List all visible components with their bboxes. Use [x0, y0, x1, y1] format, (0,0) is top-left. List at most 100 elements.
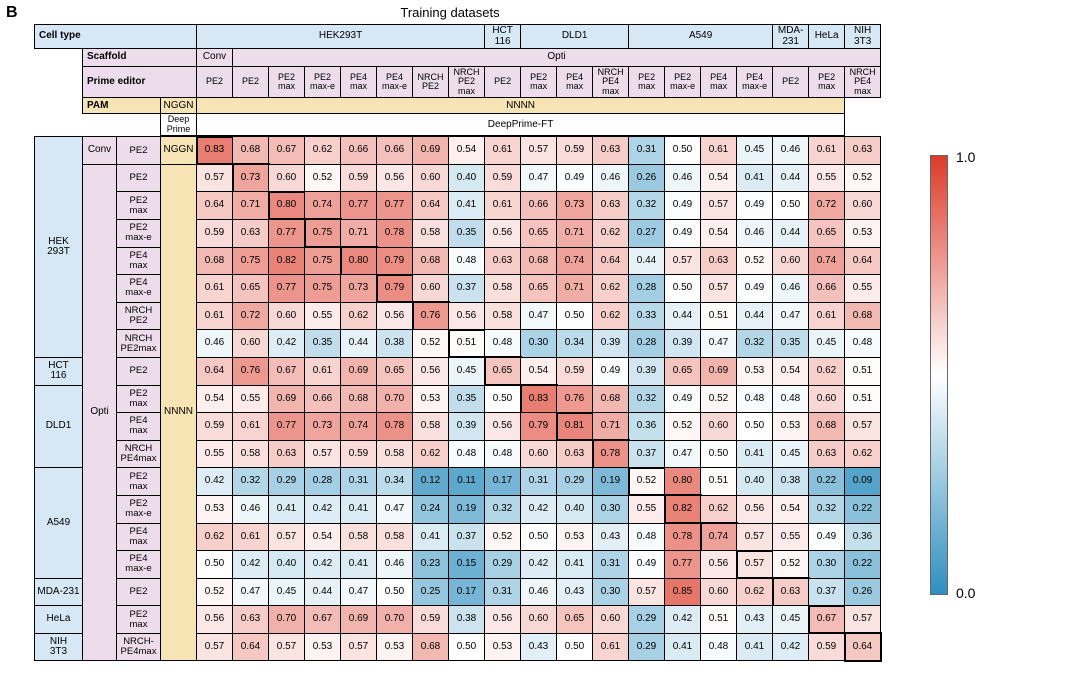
heatmap-cell: 0.58: [377, 440, 413, 468]
heatmap-cell: 0.65: [557, 606, 593, 634]
heatmap-cell: 0.57: [269, 633, 305, 661]
heatmap-cell: 0.59: [341, 440, 377, 468]
heatmap-cell: 0.19: [449, 495, 485, 523]
heatmap-cell: 0.70: [377, 385, 413, 413]
heatmap-cell: 0.24: [413, 495, 449, 523]
heatmap-cell: 0.53: [773, 413, 809, 441]
heatmap-cell: 0.52: [629, 468, 665, 496]
heatmap-cell: 0.52: [197, 578, 233, 606]
heatmap-cell: 0.41: [341, 495, 377, 523]
heatmap-cell: 0.78: [593, 440, 629, 468]
heatmap-cell: 0.53: [413, 385, 449, 413]
heatmap-cell: 0.32: [629, 192, 665, 220]
col-celltype: MDA-231: [773, 25, 809, 49]
row-prime-editor: PE2: [117, 164, 161, 192]
heatmap-cell: 0.51: [701, 606, 737, 634]
heatmap-cell: 0.58: [377, 523, 413, 551]
heatmap-cell: 0.71: [341, 219, 377, 247]
heatmap-cell: 0.29: [629, 633, 665, 661]
heatmap-cell: 0.64: [233, 633, 269, 661]
heatmap-cell: 0.61: [197, 302, 233, 330]
heatmap-cell: 0.37: [629, 440, 665, 468]
heatmap-cell: 0.49: [557, 164, 593, 192]
heatmap-cell: 0.60: [269, 302, 305, 330]
heatmap-cell: 0.66: [341, 137, 377, 165]
heatmap-cell: 0.72: [809, 192, 845, 220]
heatmap-cell: 0.29: [557, 468, 593, 496]
heatmap-cell: 0.63: [773, 578, 809, 606]
heatmap-cell: 0.63: [593, 192, 629, 220]
heatmap-cell: 0.45: [269, 578, 305, 606]
row-prime-editor: PE4max-e: [117, 551, 161, 579]
heatmap-cell: 0.63: [701, 247, 737, 275]
heatmap-cell: 0.30: [593, 578, 629, 606]
heatmap-cell: 0.76: [233, 357, 269, 385]
heatmap-cell: 0.61: [593, 633, 629, 661]
row-celltype: DLD1: [35, 385, 83, 468]
heatmap-cell: 0.80: [341, 247, 377, 275]
heatmap-cell: 0.41: [737, 633, 773, 661]
heatmap-cell: 0.46: [773, 137, 809, 165]
heatmap-cell: 0.54: [305, 523, 341, 551]
heatmap-cell: 0.78: [665, 523, 701, 551]
heatmap-cell: 0.12: [413, 468, 449, 496]
heatmap-cell: 0.71: [557, 275, 593, 303]
heatmap-cell: 0.51: [845, 357, 881, 385]
heatmap-cell: 0.35: [773, 330, 809, 358]
heatmap-cell: 0.74: [809, 247, 845, 275]
row-celltype: HEK293T: [35, 137, 83, 358]
heatmap-cell: 0.35: [449, 385, 485, 413]
heatmap-cell: 0.48: [845, 330, 881, 358]
heatmap-cell: 0.50: [377, 578, 413, 606]
heatmap-cell: 0.36: [629, 413, 665, 441]
column-header-table: Cell typeHEK293THCT116DLD1A549MDA-231HeL…: [34, 24, 881, 136]
heatmap-cell: 0.60: [845, 192, 881, 220]
heatmap-cell: 0.37: [809, 578, 845, 606]
row-prime-editor: PE2max-e: [117, 219, 161, 247]
colorbar: 1.0 0.0 Pearson's correlation coefficien…: [930, 155, 1020, 595]
heatmap-cell: 0.63: [233, 219, 269, 247]
heatmap-cell: 0.73: [341, 275, 377, 303]
heatmap-cell: 0.78: [377, 413, 413, 441]
heatmap-cell: 0.54: [773, 495, 809, 523]
heatmap-cell: 0.53: [737, 357, 773, 385]
row-prime-editor: NRCH-PE4max: [117, 633, 161, 661]
heatmap-cell: 0.58: [485, 302, 521, 330]
heatmap-cell: 0.47: [377, 495, 413, 523]
heatmap-cell: 0.55: [233, 385, 269, 413]
heatmap-cell: 0.50: [449, 633, 485, 661]
heatmap-cell: 0.63: [593, 137, 629, 165]
colorbar-gradient: [930, 155, 948, 595]
heatmap-cell: 0.57: [845, 413, 881, 441]
heatmap-cell: 0.67: [269, 137, 305, 165]
row-celltype: MDA-231: [35, 578, 83, 606]
heatmap-cell: 0.49: [593, 357, 629, 385]
heatmap-cell: 0.53: [377, 633, 413, 661]
row-celltype: HCT116: [35, 357, 83, 385]
heatmap-cell: 0.57: [269, 523, 305, 551]
row-prime-editor: PE4max: [117, 247, 161, 275]
heatmap-cell: 0.51: [449, 330, 485, 358]
heatmap-cell: 0.61: [305, 357, 341, 385]
heatmap-cell: 0.60: [809, 385, 845, 413]
heatmap-cell: 0.17: [485, 468, 521, 496]
row-prime-editor: NRCHPE4max: [117, 440, 161, 468]
heatmap-cell: 0.82: [665, 495, 701, 523]
heatmap-cell: 0.77: [665, 551, 701, 579]
heatmap-cell: 0.67: [269, 357, 305, 385]
heatmap-cell: 0.42: [269, 330, 305, 358]
heatmap-cell: 0.57: [197, 633, 233, 661]
heatmap-cell: 0.48: [701, 633, 737, 661]
heatmap-cell: 0.41: [737, 440, 773, 468]
heatmap-cell: 0.46: [773, 275, 809, 303]
heatmap-cell: 0.50: [773, 192, 809, 220]
heatmap-cell: 0.78: [377, 219, 413, 247]
heatmap-cell: 0.15: [449, 551, 485, 579]
heatmap-cell: 0.43: [593, 523, 629, 551]
heatmap-cell: 0.75: [233, 247, 269, 275]
heatmap-cell: 0.69: [341, 357, 377, 385]
col-celltype: NIH3T3: [845, 25, 881, 49]
heatmap-cell: 0.44: [773, 219, 809, 247]
heatmap-cell: 0.71: [557, 219, 593, 247]
heatmap-cell: 0.45: [737, 137, 773, 165]
